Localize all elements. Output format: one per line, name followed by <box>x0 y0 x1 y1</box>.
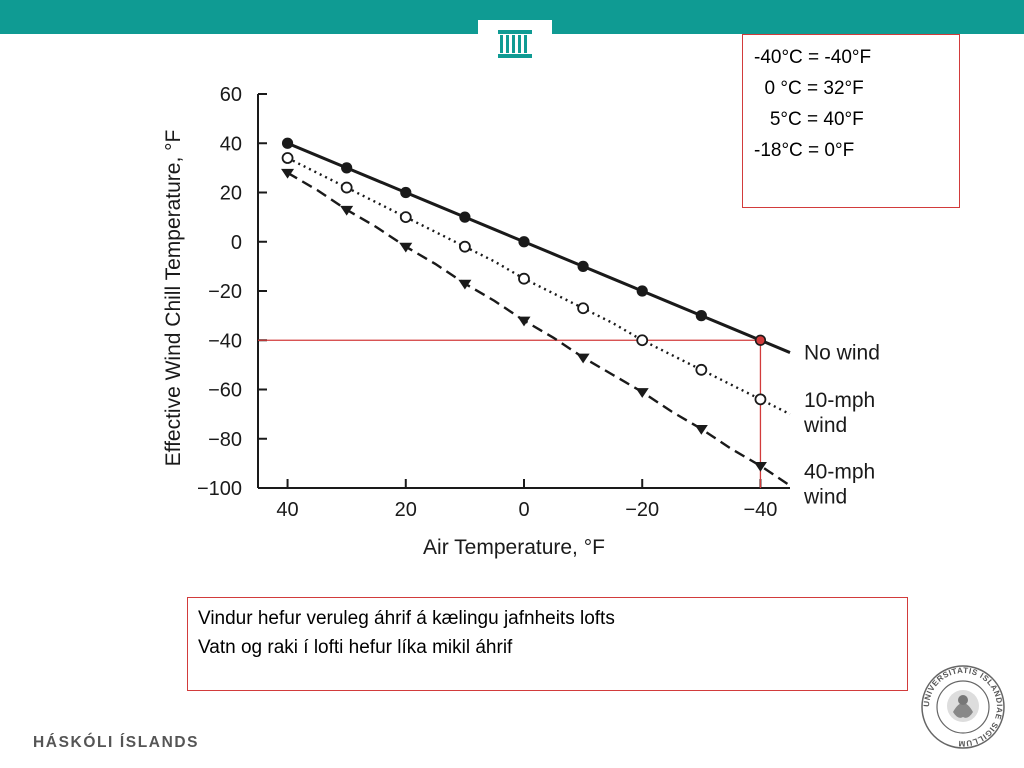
series-label: No wind <box>804 342 880 365</box>
series-label: 10-mph <box>804 389 875 412</box>
data-point <box>517 316 531 327</box>
data-point <box>281 168 295 179</box>
y-tick-label: 0 <box>231 232 242 254</box>
series-line <box>286 171 791 487</box>
x-tick-label: 0 <box>518 499 529 521</box>
series-line <box>286 141 791 354</box>
data-point <box>340 181 353 194</box>
data-point <box>281 137 294 149</box>
data-point <box>753 461 767 472</box>
x-tick-label: −20 <box>625 499 659 521</box>
y-tick-label: 20 <box>220 183 242 205</box>
x-axis-label: Air Temperature, °F <box>423 536 605 559</box>
series-label: wind <box>803 414 847 437</box>
data-point <box>518 272 530 285</box>
data-point <box>459 211 471 223</box>
x-tick-label: −40 <box>743 499 777 521</box>
wind-chill-chart-svg: Effective Wind Chill Temperature, °F Air… <box>162 84 880 559</box>
series-line <box>287 156 791 416</box>
data-point <box>341 162 353 174</box>
data-point <box>399 242 413 253</box>
data-point <box>695 310 707 322</box>
y-tick-label: −80 <box>208 429 242 451</box>
data-point <box>576 353 590 364</box>
annotation-point <box>756 336 765 345</box>
data-point <box>340 205 354 216</box>
data-point <box>458 240 471 253</box>
note-line: Vatn og raki í lofti hefur líka mikil áh… <box>198 637 513 658</box>
data-point <box>695 363 708 376</box>
series-label: wind <box>803 486 847 509</box>
data-point <box>577 260 589 272</box>
data-point <box>400 186 412 199</box>
conversion-line: -18°C = 0°F <box>754 140 855 161</box>
y-tick-label: −40 <box>208 330 242 352</box>
x-tick-label: 40 <box>276 499 298 521</box>
data-point <box>518 236 530 248</box>
data-point <box>399 211 412 224</box>
note-box: Vindur hefur veruleg áhrif á kælingu jaf… <box>187 597 908 691</box>
university-name: HÁSKÓLI ÍSLANDS <box>33 734 200 751</box>
data-point <box>458 279 472 290</box>
conversion-line: 0 °C = 32°F <box>754 78 864 99</box>
conversion-line: 5°C = 40°F <box>754 109 864 130</box>
y-tick-label: −60 <box>208 380 242 402</box>
y-tick-label: −20 <box>208 281 242 303</box>
y-tick-label: 40 <box>220 133 242 155</box>
wind-chill-chart: Effective Wind Chill Temperature, °F Air… <box>150 78 890 568</box>
university-seal-icon: UNIVERSITATIS ISLANDIAE SIGILLUM <box>921 665 1005 749</box>
data-point <box>635 388 649 398</box>
conversion-box: -40°C = -40°F 0 °C = 32°F 5°C = 40°F -18… <box>742 34 960 208</box>
data-point <box>636 285 648 297</box>
y-tick-label: −100 <box>197 478 242 500</box>
x-tick-label: 20 <box>395 499 417 521</box>
y-axis-label: Effective Wind Chill Temperature, °F <box>162 130 185 467</box>
note-line: Vindur hefur veruleg áhrif á kælingu jaf… <box>198 608 615 629</box>
conversion-line: -40°C = -40°F <box>754 47 872 68</box>
data-point <box>636 334 649 347</box>
university-logo-icon <box>478 20 552 66</box>
data-point <box>281 152 294 164</box>
data-point <box>694 425 708 435</box>
data-point <box>754 393 767 406</box>
y-tick-label: 60 <box>220 84 242 106</box>
series-label: 40-mph <box>804 461 875 484</box>
data-point <box>577 302 590 315</box>
